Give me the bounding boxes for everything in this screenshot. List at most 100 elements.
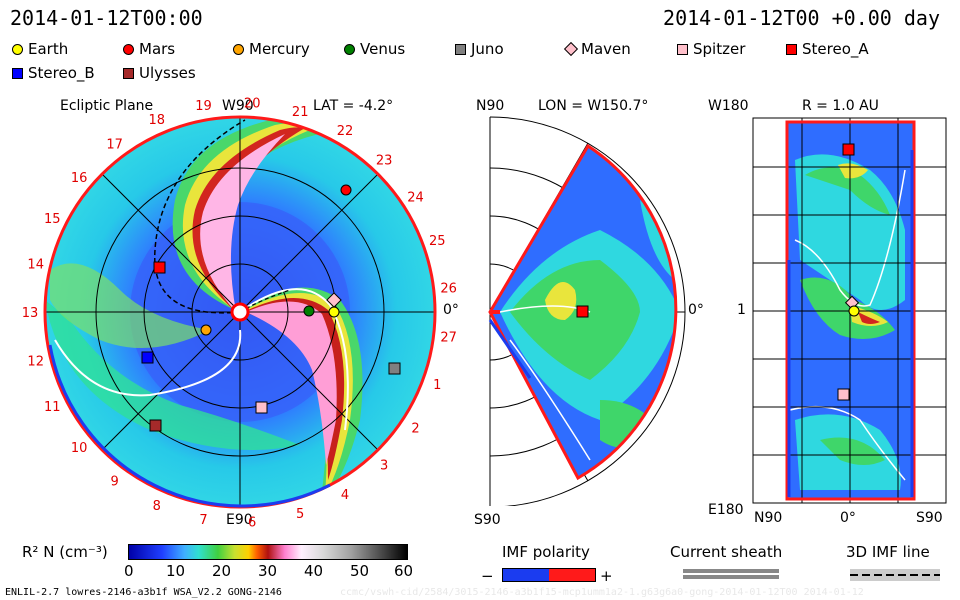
radial-r: R = 1.0 AU [802,98,879,114]
colorbar-tick: 30 [258,562,278,580]
radial-x-right: S90 [916,510,943,526]
colorbar-tick: 60 [394,562,414,580]
legend-stereo-b: Stereo_B [12,64,95,82]
legend-mercury: Mercury [233,40,310,58]
rotation-tick-label: 15 [44,212,61,227]
legend-stereo-a: Stereo_A [786,40,869,58]
ecliptic-bottom-label: E90 [226,512,253,528]
legend-maven: Maven [563,40,631,58]
spitzer-position-marker [255,401,268,414]
radial-slice-plot [752,117,947,504]
legend-ulysses: Ulysses [123,64,196,82]
rotation-tick-label: 7 [199,513,207,528]
imf-plus-label: + [600,567,613,585]
venus-position-marker [303,305,315,317]
current-sheath-title: Current sheath [670,543,783,561]
colorbar-tick: 50 [350,562,370,580]
meridional-bottom-label: S90 [474,512,501,528]
rotation-ticks: 19 20212223242526271234567891011121314151… [22,96,457,530]
rotation-tick-label: 13 [22,306,39,321]
rotation-tick-label: 27 [440,330,457,345]
colorbar-tick: 0 [124,562,134,580]
stereo-b-position-marker [141,351,154,364]
earth-marker-icon [12,43,23,55]
rotation-tick-label: 9 [110,474,118,489]
mars-marker-icon [123,43,134,55]
stereo-a-position-marker [153,261,166,274]
rotation-tick-label: 16 [71,171,88,186]
rotation-tick-label: 3 [380,459,388,474]
meridional-top-label: N90 [476,98,505,114]
radial-spitzer-marker [837,388,850,401]
rotation-tick-label: 18 [149,113,166,128]
spitzer-marker-icon [677,43,688,55]
ecliptic-title: Ecliptic Plane [60,98,154,114]
imf-polarity-bar [502,568,596,582]
colorbar-tick: 20 [212,562,232,580]
meridional-lon: LON = W150.7° [538,98,649,114]
imf3d-title: 3D IMF line [846,543,930,561]
juno-marker-icon [455,43,466,55]
meridional-right-label: 0° [688,302,704,318]
rotation-tick-label: 26 [440,282,457,297]
footer-right: ccmc/vswh-cid/2584/3015-2146-a3b1f15-mcp… [340,587,864,598]
ecliptic-plane-plot: 19 20212223242526271234567891011121314151… [22,96,457,530]
meridional-plane-plot [488,116,686,506]
legend-mars: Mars [123,40,175,58]
rotation-tick-label: 4 [341,488,349,503]
rotation-tick-label: 12 [27,354,44,369]
radial-bottom-label: E180 [708,502,744,518]
legend-venus: Venus [344,40,405,58]
rotation-tick-label: 22 [337,124,354,139]
venus-marker-icon [344,43,355,55]
radial-boundary [785,120,916,501]
meridional-stereo-a-marker [576,305,589,318]
legend-juno: Juno [455,40,504,58]
time-right: 2014-01-12T00 +0.00 day [663,6,940,30]
mercury-position-marker [200,324,212,336]
time-left: 2014-01-12T00:00 [10,6,203,30]
stereo-b-marker-icon [12,67,23,79]
colorbar-tick: 40 [304,562,324,580]
rotation-tick-label: 5 [296,507,304,522]
ecliptic-top-label: W90 [222,98,254,114]
colorbar [128,544,408,560]
radial-x-mid: 0° [840,510,856,526]
rotation-tick-label: 20 [244,96,261,111]
radial-x-left: N90 [754,510,783,526]
juno-position-marker [388,362,401,375]
radial-mid-label: 1 [737,302,746,318]
rotation-tick-label: 19 [195,99,212,114]
footer-left: ENLIL-2.7 lowres-2146-a3b1f WSA_V2.2 GON… [5,587,282,598]
meridional-boundary [488,143,678,481]
current-sheath-swatch [683,569,779,581]
rotation-tick-label: 8 [153,499,161,514]
radial-top-label: W180 [708,98,749,114]
rotation-tick-label: 25 [429,234,446,249]
mercury-marker-icon [233,43,244,55]
rotation-tick-label: 2 [411,421,419,436]
rotation-tick-label: 14 [27,258,44,273]
stereo-a-marker-icon [786,43,797,55]
mars-position-marker [340,184,352,196]
legend-earth: Earth [12,40,68,58]
ecliptic-lat: LAT = -4.2° [313,98,394,114]
rotation-tick-label: 6 [248,516,256,531]
imf-minus-label: − [481,567,494,585]
rotation-tick-label: 21 [292,105,309,120]
sun-icon [230,302,250,322]
imf3d-swatch [850,569,940,581]
earth-position-marker [328,306,340,318]
rotation-tick-label: 23 [376,153,393,168]
rotation-tick-label: 1 [433,378,441,393]
colorbar-label: R² N (cm⁻³) [22,543,108,561]
imf-polarity-title: IMF polarity [502,543,590,561]
ecliptic-right-label: 0° [443,302,459,318]
rotation-tick-label: 11 [44,400,61,415]
ulysses-marker-icon [123,67,134,79]
ulysses-position-marker [149,419,162,432]
colorbar-tick: 10 [166,562,186,580]
rotation-tick-label: 17 [106,138,123,153]
maven-marker-icon [563,41,579,57]
rotation-tick-label: 10 [71,441,88,456]
